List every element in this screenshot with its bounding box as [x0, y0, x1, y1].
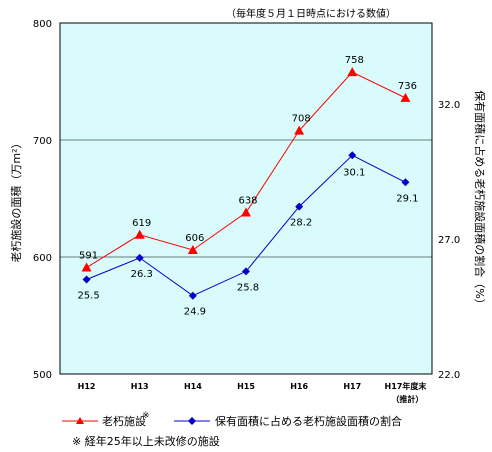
footnote: ※ 経年25年以上未改修の施設: [72, 435, 220, 448]
series-1-marker-1: [134, 229, 145, 239]
series-1-data-label-2: 606: [185, 233, 204, 244]
x-ticks: H12 H13 H14 H15 H16 H17 H17年度末 （推計）: [78, 381, 427, 404]
left-tick-label-0: 500: [33, 370, 52, 381]
series-2-data-label-4: 28.2: [290, 218, 312, 229]
right-tick-label-0: 22.0: [438, 370, 460, 381]
right-tick-label-2: 32.0: [438, 100, 460, 111]
right-tick-label-1: 27.0: [438, 235, 460, 246]
left-axis-title: 老朽施設の面積（万m²）: [9, 137, 23, 262]
series-1-data-label-0: 591: [79, 251, 98, 262]
x-tick-label-2: H14: [184, 382, 202, 391]
series-2-data-label-0: 25.5: [77, 291, 99, 302]
right-y-ticks: 22.0 27.0 32.0: [438, 100, 460, 381]
series-1-data-label-6: 736: [398, 81, 417, 92]
series-2-data-label-3: 25.8: [237, 282, 259, 293]
x-tick-label-5: H17: [343, 382, 361, 391]
series-1-marker-3: [241, 207, 251, 217]
x-tick-label-1: H13: [131, 382, 149, 391]
series-1-data-label-4: 708: [292, 114, 311, 125]
series-1-data-label-5: 758: [345, 55, 364, 66]
series-2-marker-2: [188, 291, 197, 300]
series-group: 591 619 606 638 708 758 736 25.5 26.3 24.9 25.8 28.…: [77, 55, 418, 318]
x-tick-label-4: H16: [290, 382, 308, 391]
x-tick-label-3: H15: [237, 382, 255, 391]
series-2-data-label-1: 26.3: [131, 269, 153, 280]
plot-area: [59, 22, 433, 375]
left-tick-label-1: 600: [33, 253, 52, 264]
series-2-data-label-6: 29.1: [396, 193, 418, 204]
series-2-marker-1: [135, 253, 144, 262]
legend-red-line-icon: [62, 417, 98, 424]
series-2-data-label-5: 30.1: [343, 167, 365, 178]
legend-series-2-label: 保有面積に占める老朽施設面積の割合: [215, 415, 402, 428]
gridlines: [60, 139, 432, 258]
series-1-marker-4: [294, 125, 305, 135]
legend-series-1-label: 老朽施設: [102, 415, 146, 428]
series-1-marker-6: [400, 92, 411, 102]
series-2-data-label-2: 24.9: [184, 307, 206, 318]
header-note: （毎年度５月１日時点における数値）: [226, 9, 396, 20]
series-2-marker-4: [295, 202, 304, 211]
legend-blue-line-icon: [174, 417, 210, 425]
legend-series-1-mark: ※: [142, 411, 150, 421]
x-tick-label-0: H12: [78, 382, 96, 391]
legend: 老朽施設 ※ 保有面積に占める老朽施設面積の割合: [62, 411, 462, 431]
series-1-marker-5: [347, 67, 358, 77]
left-tick-label-2: 700: [33, 136, 52, 147]
series-2-marker-0: [82, 275, 91, 284]
series-1-data-label-3: 638: [238, 196, 257, 207]
series-1-data-label-1: 619: [132, 218, 151, 229]
series-2-marker-5: [348, 151, 357, 160]
left-tick-label-3: 800: [33, 19, 52, 30]
series-2-marker-3: [242, 267, 250, 276]
series-1-marker-2: [187, 244, 198, 254]
x-tick-label-6: H17年度末: [385, 381, 427, 391]
series-2-marker-6: [401, 178, 410, 187]
left-y-ticks: 500 600 700 800: [33, 19, 52, 381]
right-axis-title: 保有面積に占める老朽施設面積の割合（%）: [473, 90, 487, 309]
series-1-marker-0: [81, 262, 92, 272]
x-tick-sublabel-6: （推計）: [391, 394, 423, 404]
